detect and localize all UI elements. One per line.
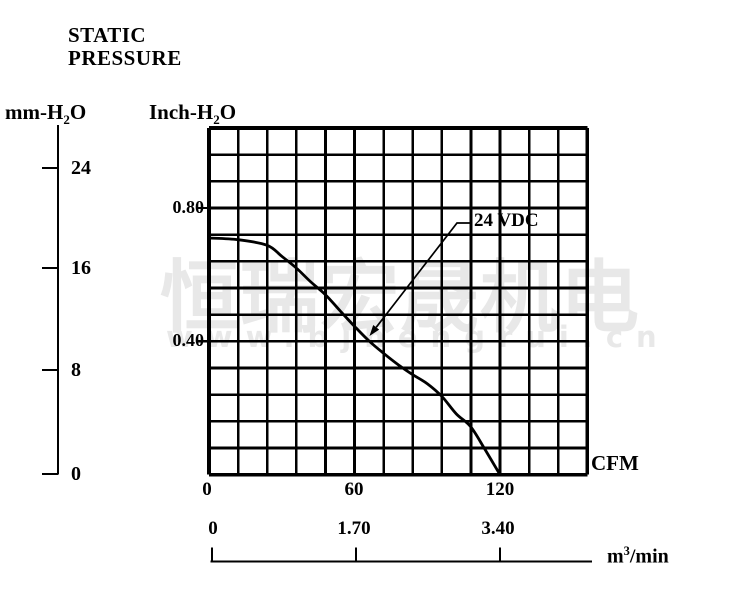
unit-text: m	[607, 545, 624, 568]
unit-text: Inch-H	[149, 100, 214, 124]
unit-text: mm-H	[5, 100, 64, 124]
unit-text: O	[69, 100, 87, 124]
x2-axis-unit-m3min: m3/min	[607, 544, 669, 568]
y2-tick-label-8: 8	[71, 359, 81, 381]
y2-tick-label-0: 0	[71, 463, 81, 485]
x-tick-label-120: 120	[485, 479, 515, 500]
x-axis-unit-cfm: CFM	[591, 451, 639, 475]
fan-curve-24vdc	[207, 236, 502, 477]
unit-text: O	[219, 100, 237, 124]
curve-label-arrowhead-icon	[369, 325, 380, 336]
y2-axis-unit-mm-h2o: mm-H2O	[5, 100, 87, 128]
chart-title: STATIC PRESSURE	[68, 24, 182, 70]
x-tick-label-0: 0	[202, 479, 212, 500]
y2-tick-label-24: 24	[71, 157, 91, 179]
unit-subscript: 2	[213, 112, 220, 128]
y2-tick-label-16: 16	[71, 257, 91, 279]
curve-label-leader-line	[375, 222, 472, 328]
curve-voltage-label: 24 VDC	[474, 210, 539, 231]
x2-tick-label-0: 0	[208, 518, 218, 539]
unit-subscript: 2	[63, 112, 70, 128]
chart-title-line1: STATIC	[68, 23, 147, 47]
x-tick-label-60: 60	[344, 479, 364, 500]
unit-text: /min	[629, 545, 669, 568]
x2-tick-label-340: 3.40	[481, 518, 515, 539]
y-tick-label-080: 0.80	[172, 197, 205, 217]
chart-title-line2: PRESSURE	[68, 46, 182, 70]
y-axis-unit-inch-h2o: Inch-H2O	[149, 100, 237, 128]
x2-tick-label-170: 1.70	[337, 518, 371, 539]
unit-superscript: 3	[623, 544, 630, 558]
y-tick-label-040: 0.40	[172, 330, 205, 350]
